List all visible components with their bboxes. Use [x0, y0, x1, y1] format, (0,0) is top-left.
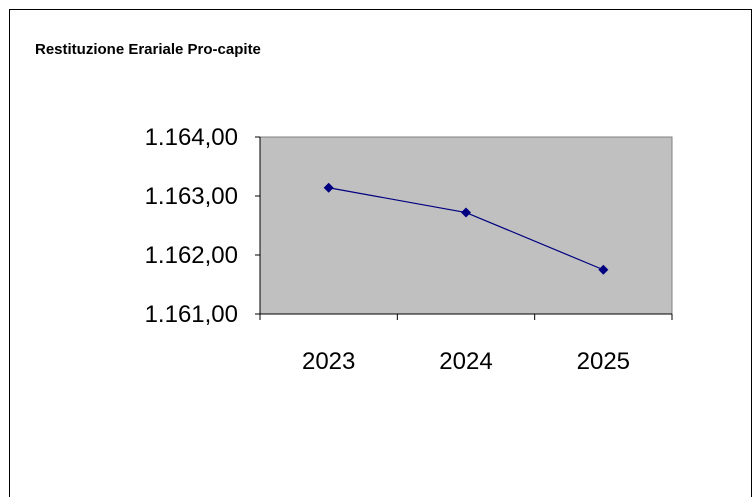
y-tick-label: 1.162,00: [145, 242, 238, 269]
x-tick-label: 2025: [577, 348, 630, 375]
y-tick-label: 1.163,00: [145, 183, 238, 210]
x-tick-label: 2023: [302, 348, 355, 375]
data-point-marker: [323, 182, 334, 193]
data-point-marker: [461, 207, 471, 218]
y-tick-label: 1.161,00: [145, 301, 238, 328]
chart-title: Restituzione Erariale Pro-capite: [35, 41, 261, 58]
data-point-marker: [598, 264, 609, 275]
y-tick-label: 1.164,00: [145, 124, 238, 151]
x-tick-label: 2024: [439, 348, 492, 375]
plot-area: [259, 136, 673, 315]
